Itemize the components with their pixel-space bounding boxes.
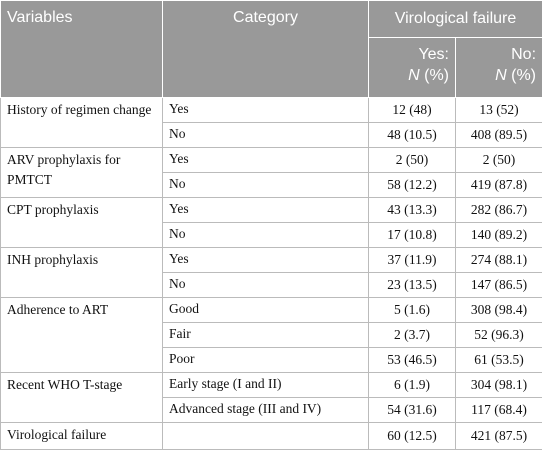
category-cell: Good <box>163 298 369 323</box>
variable-cell: ARV prophylaxis for PMTCT <box>1 148 163 198</box>
category-cell: Yes <box>163 148 369 173</box>
yes-cell: 37 (11.9) <box>369 248 456 273</box>
category-cell: Poor <box>163 348 369 373</box>
yes-cell: 58 (12.2) <box>369 173 456 198</box>
no-cell: 304 (98.1) <box>456 373 542 398</box>
category-cell: Advanced stage (III and IV) <box>163 398 369 423</box>
category-cell: No <box>163 173 369 198</box>
variable-cell: Adherence to ART <box>1 298 163 373</box>
yes-cell: 6 (1.9) <box>369 373 456 398</box>
no-cell: 408 (89.5) <box>456 123 542 148</box>
no-cell: 308 (98.4) <box>456 298 542 323</box>
yes-cell: 23 (13.5) <box>369 273 456 298</box>
category-cell: Yes <box>163 198 369 223</box>
no-cell: 421 (87.5) <box>456 423 542 450</box>
header-yes: Yes: N (%) <box>369 38 456 98</box>
yes-cell: 48 (10.5) <box>369 123 456 148</box>
no-cell: 419 (87.8) <box>456 173 542 198</box>
yes-cell: 2 (3.7) <box>369 323 456 348</box>
header-no-label: No: <box>511 46 536 63</box>
table-row: Virological failure 60 (12.5)421 (87.5) <box>1 423 542 450</box>
header-no: No:N (%) <box>456 38 542 98</box>
yes-cell: 43 (13.3) <box>369 198 456 223</box>
n-symbol: N <box>408 67 420 84</box>
no-cell: 13 (52) <box>456 98 542 123</box>
no-cell: 61 (53.5) <box>456 348 542 373</box>
yes-cell: 2 (50) <box>369 148 456 173</box>
header-variables: Variables <box>1 1 163 98</box>
no-cell: 147 (86.5) <box>456 273 542 298</box>
no-cell: 282 (86.7) <box>456 198 542 223</box>
category-cell: Fair <box>163 323 369 348</box>
pct-symbol: (%) <box>511 67 536 84</box>
yes-cell: 54 (31.6) <box>369 398 456 423</box>
variable-cell: Virological failure <box>1 423 163 450</box>
yes-cell: 60 (12.5) <box>369 423 456 450</box>
pct-symbol: (%) <box>424 67 449 84</box>
category-cell <box>163 423 369 450</box>
category-cell: Yes <box>163 98 369 123</box>
no-cell: 52 (96.3) <box>456 323 542 348</box>
variable-cell: INH prophylaxis <box>1 248 163 298</box>
category-cell: No <box>163 123 369 148</box>
no-cell: 2 (50) <box>456 148 542 173</box>
variable-cell: Recent WHO T-stage <box>1 373 163 423</box>
header-virological-failure: Virological failure <box>369 1 542 38</box>
yes-cell: 12 (48) <box>369 98 456 123</box>
yes-cell: 17 (10.8) <box>369 223 456 248</box>
category-cell: Early stage (I and II) <box>163 373 369 398</box>
yes-cell: 5 (1.6) <box>369 298 456 323</box>
yes-cell: 53 (46.5) <box>369 348 456 373</box>
no-cell: 274 (88.1) <box>456 248 542 273</box>
variable-cell: History of regimen change <box>1 98 163 148</box>
header-category: Category <box>163 1 369 98</box>
category-cell: Yes <box>163 248 369 273</box>
variable-cell: CPT prophylaxis <box>1 198 163 248</box>
no-cell: 117 (68.4) <box>456 398 542 423</box>
category-cell: No <box>163 273 369 298</box>
no-cell: 140 (89.2) <box>456 223 542 248</box>
n-symbol: N <box>495 67 507 84</box>
header-yes-label: Yes: <box>418 46 449 63</box>
category-cell: No <box>163 223 369 248</box>
